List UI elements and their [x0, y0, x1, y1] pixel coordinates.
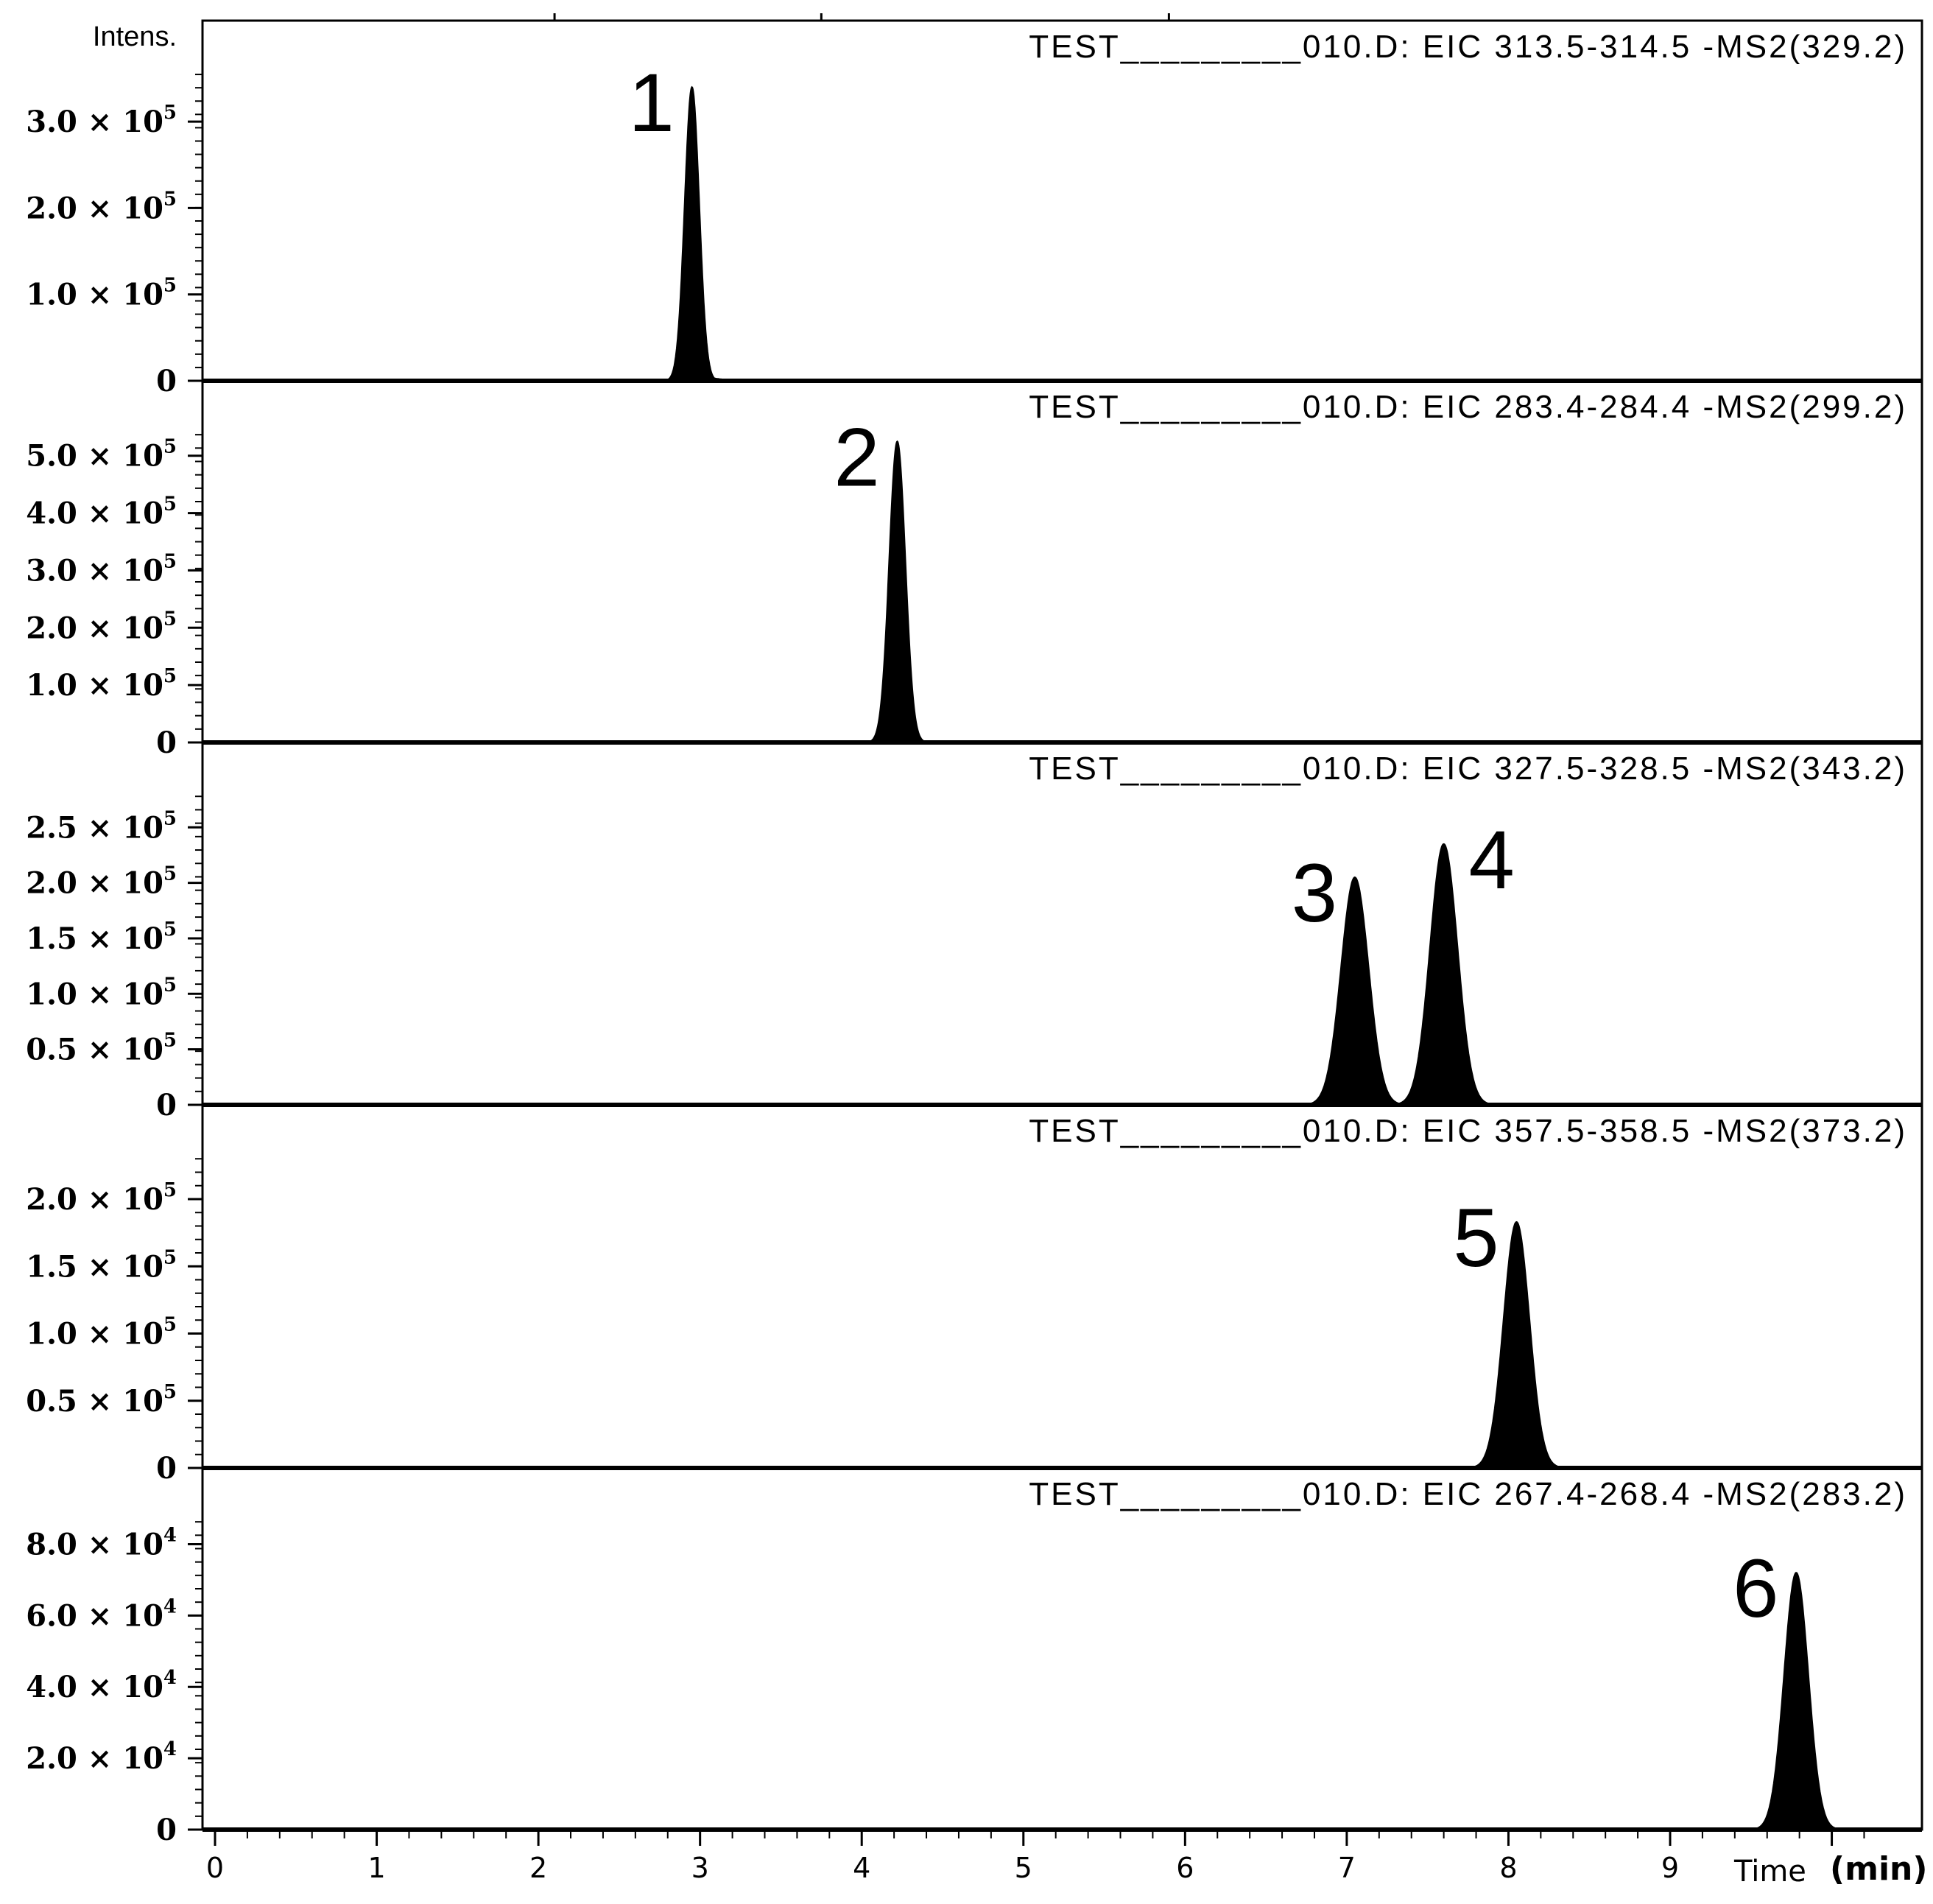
- panels: 0 1.0 × 105 2.0 × 105 3.0 × 105 TEST________…: [26, 19, 1923, 1847]
- y-tick-label: 2.5 × 105: [26, 807, 177, 845]
- peak-label: 2: [834, 411, 879, 503]
- y-tick-label: 1.5 × 105: [26, 1246, 177, 1284]
- chart-panel: 0 1.0 × 105 2.0 × 105 3.0 × 105 4.0 × 105 5.0…: [26, 379, 1923, 760]
- y-tick-label: 1.0 × 105: [26, 275, 177, 312]
- x-tick-label: 9: [1661, 1852, 1679, 1884]
- y-tick-label: 3.0 × 105: [26, 550, 177, 588]
- y-tick-label: 3.0 × 105: [26, 102, 177, 139]
- panel-title: TEST_________010.D: EIC 327.5-328.5 -MS2…: [1029, 751, 1907, 787]
- peak-label: 4: [1468, 814, 1514, 906]
- panel-title: TEST_________010.D: EIC 357.5-358.5 -MS2…: [1029, 1113, 1907, 1149]
- y-tick-label: 0: [156, 1088, 177, 1123]
- y-tick-label: 0: [156, 364, 177, 398]
- y-tick-label: 0.5 × 105: [26, 1030, 177, 1067]
- y-tick-label: 4.0 × 104: [26, 1667, 177, 1704]
- x-tick-label: 4: [853, 1852, 870, 1884]
- y-tick-label: 1.5 × 105: [26, 918, 177, 956]
- peak-label: 3: [1292, 847, 1337, 939]
- y-tick-label: 4.0 × 105: [26, 493, 177, 531]
- x-tick-label: 7: [1338, 1852, 1356, 1884]
- chart-panel: 0 2.0 × 104 4.0 × 104 6.0 × 104 8.0 × 104 TES…: [26, 1466, 1923, 1847]
- chart-panel: 0 0.5 × 105 1.0 × 105 1.5 × 105 2.0 × 105 TES…: [26, 1103, 1923, 1486]
- y-tick-label: 0: [156, 1813, 177, 1847]
- x-tick-label: 1: [367, 1852, 385, 1884]
- y-tick-label: 0: [156, 726, 177, 760]
- panel-frame: [201, 1466, 1923, 1831]
- y-tick-label: 1.0 × 105: [26, 665, 177, 703]
- panel-title: TEST_________010.D: EIC 313.5-314.5 -MS2…: [1029, 29, 1907, 65]
- x-tick-label: 3: [691, 1852, 709, 1884]
- peak-area: [661, 85, 767, 382]
- panel-frame: [201, 1103, 1923, 1469]
- panel-frame: [201, 379, 1923, 744]
- x-tick-label: 8: [1499, 1852, 1517, 1884]
- x-tick-label: 6: [1176, 1852, 1194, 1884]
- x-tick-label: 5: [1015, 1852, 1032, 1884]
- y-tick-label: 2.0 × 105: [26, 188, 177, 225]
- y-tick-label: 5.0 × 105: [26, 436, 177, 474]
- y-tick-label: 0.5 × 105: [26, 1381, 177, 1419]
- chart-panel: 0 1.0 × 105 2.0 × 105 3.0 × 105 TEST________…: [26, 19, 1923, 398]
- peak-label: 5: [1453, 1192, 1499, 1284]
- x-axis-unit: (min): [1830, 1850, 1927, 1888]
- y-tick-label: 8.0 × 104: [26, 1524, 177, 1562]
- y-axis-title: Intens.: [93, 21, 177, 52]
- y-tick-label: 0: [156, 1451, 177, 1486]
- y-tick-label: 6.0 × 104: [26, 1595, 177, 1633]
- panel-frame: [201, 741, 1923, 1106]
- panel-frame: [201, 19, 1923, 382]
- chart-panel: 0 0.5 × 105 1.0 × 105 1.5 × 105 2.0 × 105 2.5…: [26, 741, 1923, 1123]
- x-tick-label: 0: [206, 1852, 224, 1884]
- x-axis: 0 1 2 3 4 5 6 7 8 9 Time (min): [206, 13, 1927, 1889]
- y-tick-label: 2.0 × 104: [26, 1738, 177, 1776]
- peak-label: 6: [1733, 1542, 1778, 1634]
- y-tick-label: 1.0 × 105: [26, 974, 177, 1011]
- y-tick-label: 2.0 × 105: [26, 863, 177, 901]
- y-tick-label: 1.0 × 105: [26, 1314, 177, 1352]
- panel-title: TEST_________010.D: EIC 267.4-268.4 -MS2…: [1029, 1476, 1907, 1512]
- peak-area: [1744, 1572, 1881, 1830]
- y-tick-label: 2.0 × 105: [26, 608, 177, 645]
- panel-title: TEST_________010.D: EIC 283.4-284.4 -MS2…: [1029, 389, 1907, 425]
- x-tick-label: 2: [529, 1852, 547, 1884]
- peak-label: 1: [629, 57, 675, 149]
- y-tick-label: 2.0 × 105: [26, 1179, 177, 1217]
- x-axis-title: Time: [1733, 1855, 1806, 1889]
